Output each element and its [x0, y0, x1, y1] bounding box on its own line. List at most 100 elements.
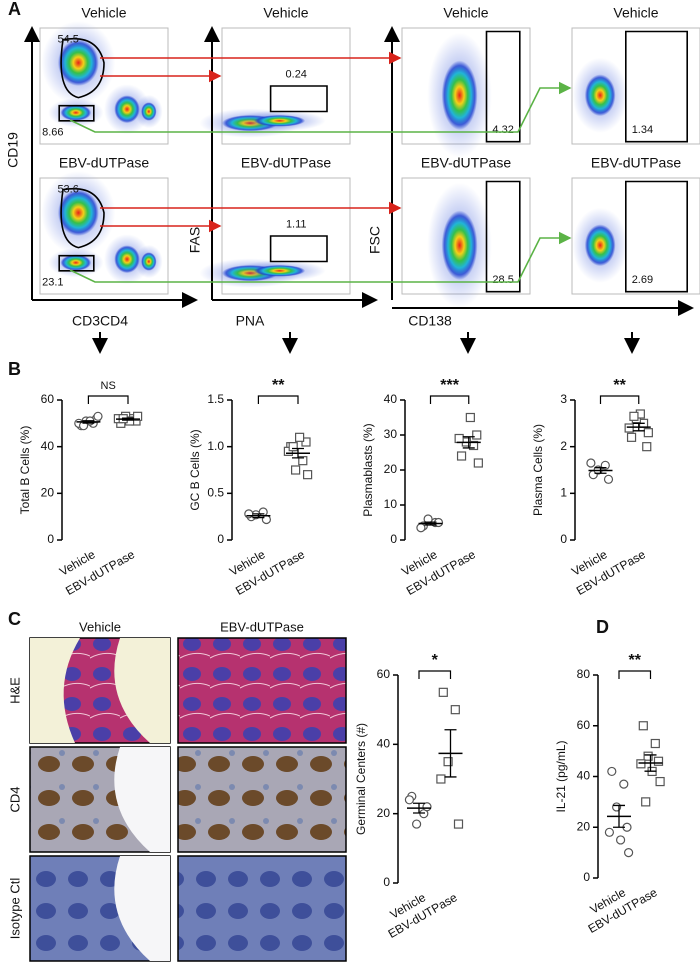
data-point — [655, 776, 665, 787]
data-point — [626, 432, 637, 442]
background-region — [30, 638, 80, 743]
y-tick-label: 40 — [384, 392, 398, 406]
data-point — [453, 819, 464, 829]
error-bar — [252, 513, 265, 519]
row-label: H&E — [7, 677, 22, 704]
y-tick-label: 10 — [384, 497, 398, 511]
gate-value: 1.11 — [286, 218, 307, 230]
data-point — [636, 759, 646, 769]
density — [60, 254, 92, 271]
significance-label: ** — [629, 652, 642, 669]
axis-label: CD3CD4 — [72, 313, 128, 329]
flow-plot — [39, 21, 169, 145]
data-point — [93, 411, 103, 421]
y-tick-label: 40 — [577, 769, 591, 783]
gate-value: 54.5 — [57, 34, 78, 46]
data-point — [642, 442, 652, 452]
gate-value: 0.24 — [286, 68, 307, 80]
significance-bracket — [599, 395, 640, 404]
density — [141, 102, 157, 121]
gate-arrow — [69, 81, 572, 133]
y-axis-label: Plasmablasts (%) — [361, 423, 375, 516]
plot-title: EBV-dUTPase — [241, 155, 331, 171]
y-axis-label: Total B Cells (%) — [18, 426, 32, 515]
data-point — [465, 412, 475, 423]
flow-plot — [39, 171, 169, 295]
panel-label: B — [8, 359, 21, 379]
flow-plot — [401, 27, 531, 158]
gate — [625, 30, 688, 143]
error-bar — [444, 729, 457, 778]
y-tick-label: 60 — [577, 718, 591, 732]
significance-label: ** — [272, 377, 285, 394]
y-axis-label: Plasma Cells (%) — [531, 424, 545, 516]
panel-label: C — [8, 609, 21, 629]
gate — [269, 235, 328, 263]
plot-title: Vehicle — [613, 5, 658, 21]
y-tick-label: 3 — [560, 392, 567, 406]
gate-value: 4.32 — [492, 124, 513, 136]
gate — [269, 85, 328, 113]
plot-title: Vehicle — [263, 5, 308, 21]
gate — [485, 30, 521, 143]
density — [441, 60, 478, 131]
y-tick-label: 30 — [384, 427, 398, 441]
data-point — [244, 509, 254, 519]
gate — [485, 180, 521, 293]
density — [114, 95, 140, 124]
density — [441, 210, 478, 281]
error-bar — [292, 447, 304, 459]
significance-label: * — [432, 652, 439, 669]
y-tick-label: 0.5 — [207, 486, 224, 500]
data-point — [301, 437, 311, 447]
gate-value: 23.1 — [42, 276, 63, 288]
data-point — [624, 423, 634, 433]
axis-label: FSC — [367, 226, 383, 254]
panel-label: D — [596, 617, 609, 637]
y-tick-label: 60 — [41, 392, 55, 406]
significance-bracket — [87, 395, 129, 404]
flow-plot — [199, 27, 351, 145]
density — [114, 245, 140, 274]
y-tick-label: 20 — [41, 486, 55, 500]
data-point — [303, 470, 313, 480]
data-point — [472, 430, 482, 440]
axis-label: CD138 — [408, 313, 452, 329]
y-tick-label: 0 — [383, 875, 390, 889]
data-point — [436, 774, 446, 784]
column-label: Vehicle — [79, 619, 121, 634]
panel-label: A — [8, 0, 21, 19]
data-point — [604, 827, 615, 837]
y-axis-label: IL-21 (pg/mL) — [554, 740, 568, 812]
significance-label: NS — [101, 380, 116, 392]
axis-label: PNA — [236, 313, 265, 329]
y-axis-label: GC B Cells (%) — [188, 429, 202, 510]
data-point — [641, 797, 651, 807]
plot-title: Vehicle — [443, 5, 488, 21]
data-point — [261, 514, 271, 525]
error-bar — [632, 422, 645, 432]
y-tick-label: 1.5 — [207, 392, 224, 406]
significance-bracket — [618, 670, 652, 679]
y-tick-label: 0 — [583, 870, 590, 884]
data-point — [650, 738, 660, 749]
data-point — [443, 757, 453, 767]
data-point — [298, 456, 308, 466]
data-point — [603, 474, 614, 484]
significance-bracket — [257, 395, 299, 404]
y-tick-label: 0 — [560, 532, 567, 546]
error-bar — [122, 417, 134, 421]
y-tick-label: 0 — [390, 532, 397, 546]
plot-title: EBV-dUTPase — [421, 155, 511, 171]
background-region — [114, 638, 170, 743]
data-point — [133, 411, 143, 421]
data-point — [623, 848, 634, 858]
row-label: Isotype Ctl — [7, 878, 22, 940]
significance-bracket — [429, 395, 470, 404]
data-point — [629, 411, 639, 421]
data-point — [416, 523, 426, 533]
density — [57, 39, 99, 86]
flow-plot — [199, 177, 351, 295]
data-point — [456, 451, 467, 461]
y-tick-label: 2 — [560, 439, 567, 453]
